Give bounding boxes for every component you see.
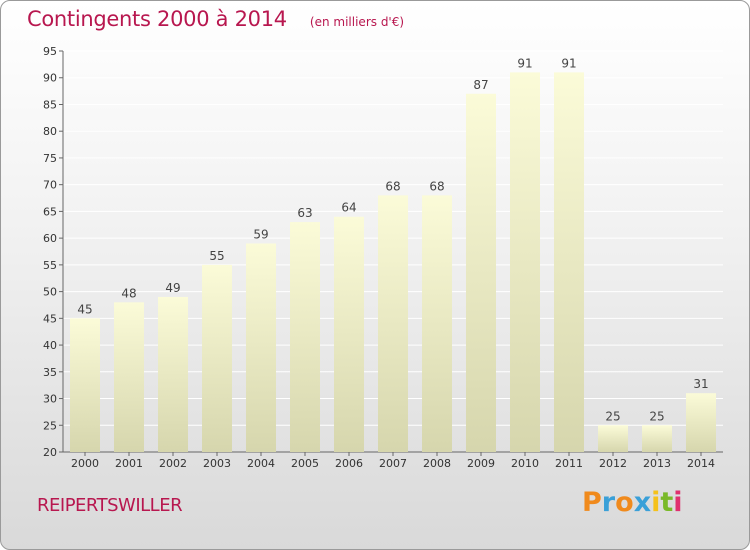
y-tick-label: 70 — [43, 179, 57, 192]
bar-2008 — [422, 195, 452, 453]
x-tick-label: 2005 — [291, 457, 319, 470]
bars-layer — [70, 72, 716, 453]
bar-2005 — [290, 222, 320, 452]
x-tick-label: 2014 — [687, 457, 715, 470]
y-tick-label: 40 — [43, 339, 57, 352]
bar-2002 — [158, 296, 188, 452]
value-label: 31 — [693, 377, 708, 391]
x-tick-label: 2006 — [335, 457, 363, 470]
chart-title: Contingents 2000 à 2014 — [27, 7, 287, 31]
x-tick-label: 2013 — [643, 457, 671, 470]
y-tick-label: 50 — [43, 286, 57, 299]
bar-2003 — [202, 264, 232, 452]
x-tick-label: 2008 — [423, 457, 451, 470]
bar-2006 — [334, 216, 364, 452]
value-label: 87 — [473, 78, 488, 92]
y-tick-label: 30 — [43, 393, 57, 406]
x-tick-label: 2009 — [467, 457, 495, 470]
x-tick-label: 2001 — [115, 457, 143, 470]
value-label: 45 — [77, 302, 92, 316]
y-tick-label: 35 — [43, 366, 57, 379]
x-tick-label: 2012 — [599, 457, 627, 470]
town-name: REIPERTSWILLER — [37, 495, 183, 516]
value-label: 55 — [209, 249, 224, 263]
value-label: 48 — [121, 286, 136, 300]
labels-layer: 2000 45 2001 48 2002 49 2003 55 2004 59 2005 63 2006… — [71, 56, 715, 470]
value-label: 25 — [649, 409, 664, 423]
logo-letter: i — [673, 487, 683, 518]
y-tick-label: 60 — [43, 232, 57, 245]
y-tick-label: 20 — [43, 446, 57, 459]
y-tick-label: 85 — [43, 98, 57, 111]
title-row: Contingents 2000 à 2014 (en milliers d'€… — [27, 7, 404, 31]
value-label: 49 — [165, 281, 180, 295]
logo-letter: o — [615, 487, 634, 518]
y-tick-label: 75 — [43, 152, 57, 165]
x-tick-label: 2007 — [379, 457, 407, 470]
chart-subtitle: (en milliers d'€) — [309, 15, 405, 29]
bar-2009 — [466, 93, 496, 453]
logo-letter: t — [660, 487, 674, 518]
bar-2000 — [70, 318, 100, 452]
bar-2013 — [642, 425, 672, 452]
value-label: 68 — [385, 179, 400, 193]
y-tick-label: 45 — [43, 312, 57, 325]
logo-letter: r — [601, 487, 616, 518]
bar-2007 — [378, 195, 408, 453]
value-label: 91 — [561, 56, 576, 70]
y-tick-label: 90 — [43, 72, 57, 85]
value-label: 25 — [605, 409, 620, 423]
y-tick-label: 95 — [43, 45, 57, 58]
bar-2004 — [246, 243, 276, 452]
value-label: 64 — [341, 201, 356, 215]
x-tick-label: 2004 — [247, 457, 275, 470]
logo-letter: P — [582, 487, 602, 518]
value-label: 63 — [297, 206, 312, 220]
bar-2001 — [114, 302, 144, 452]
bar-2011 — [554, 72, 584, 453]
logo-letter: x — [633, 487, 652, 518]
proxiti-logo[interactable]: Proxiti — [582, 487, 683, 518]
x-tick-label: 2010 — [511, 457, 539, 470]
y-tick-label: 80 — [43, 125, 57, 138]
value-label: 91 — [517, 56, 532, 70]
x-tick-label: 2011 — [555, 457, 583, 470]
x-tick-label: 2000 — [71, 457, 99, 470]
x-tick-label: 2003 — [203, 457, 231, 470]
bar-2010 — [510, 72, 540, 453]
value-label: 59 — [253, 227, 268, 241]
y-tick-label: 55 — [43, 259, 57, 272]
bar-2012 — [598, 425, 628, 452]
bar-2014 — [686, 393, 716, 452]
value-label: 68 — [429, 179, 444, 193]
y-tick-label: 65 — [43, 205, 57, 218]
x-tick-label: 2002 — [159, 457, 187, 470]
logo-letter: i — [651, 487, 661, 518]
y-tick-label: 25 — [43, 419, 57, 432]
